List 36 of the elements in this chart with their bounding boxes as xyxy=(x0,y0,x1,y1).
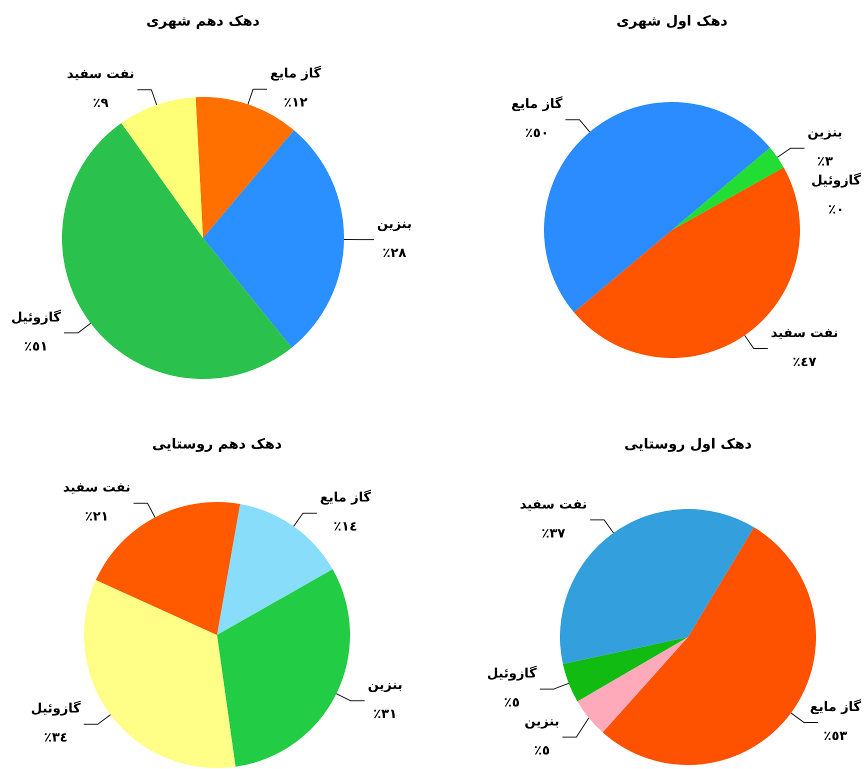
data-label: ٩٪ xyxy=(92,96,109,112)
chart-title: دهک اول شهری xyxy=(616,14,728,30)
slice-label: گاز مایع xyxy=(810,698,862,715)
category-label: گازوئیل xyxy=(811,174,862,189)
data-label: ٢١٪ xyxy=(84,510,109,525)
data-label: ٥٣٪ xyxy=(824,728,848,744)
slice-label: گازوئیل xyxy=(30,700,82,717)
data-label: ٥٪ xyxy=(504,695,520,710)
slice-label: بنزین xyxy=(524,714,560,730)
slice-label: نفت سفید xyxy=(520,497,588,512)
slice-label: گاز مایع xyxy=(320,490,372,506)
slice-label: گاز مایع xyxy=(511,96,563,112)
data-label: ٤٧٪ xyxy=(792,354,816,370)
slice-label: نفت سفید xyxy=(770,326,838,341)
data-label: ٥١٪ xyxy=(24,339,48,354)
data-label: ٥٠٪ xyxy=(524,126,549,142)
slice-label: نفت سفید xyxy=(66,67,134,82)
slice-label: بنزین xyxy=(376,217,412,232)
chart-title: دهک دهم روستایی xyxy=(152,436,282,453)
slice-label: بنزین xyxy=(368,678,403,694)
data-label: ٢٨٪ xyxy=(382,246,406,262)
data-label: ١٢٪ xyxy=(284,96,308,111)
slice-label: گاز مایع xyxy=(270,66,322,82)
data-label: ٣٤٪ xyxy=(44,730,68,746)
slice-label: گازوئیل xyxy=(11,309,62,326)
slice-label: بنزین xyxy=(808,126,842,141)
slice-label: گازوئیل xyxy=(486,665,538,682)
data-label: ٣٪ xyxy=(817,154,833,170)
data-label: ٣١٪ xyxy=(373,707,398,722)
data-label: ١٤٪ xyxy=(334,520,358,535)
chart-title: دهک اول روستایی xyxy=(624,436,752,453)
text: ٠٪ xyxy=(828,202,844,218)
data-label: ٣٧٪ xyxy=(542,526,566,542)
slice-label: نفت سفید xyxy=(63,480,131,496)
data-label: ٥٪ xyxy=(534,743,550,758)
chart-title: دهک دهم شهری xyxy=(146,14,260,30)
